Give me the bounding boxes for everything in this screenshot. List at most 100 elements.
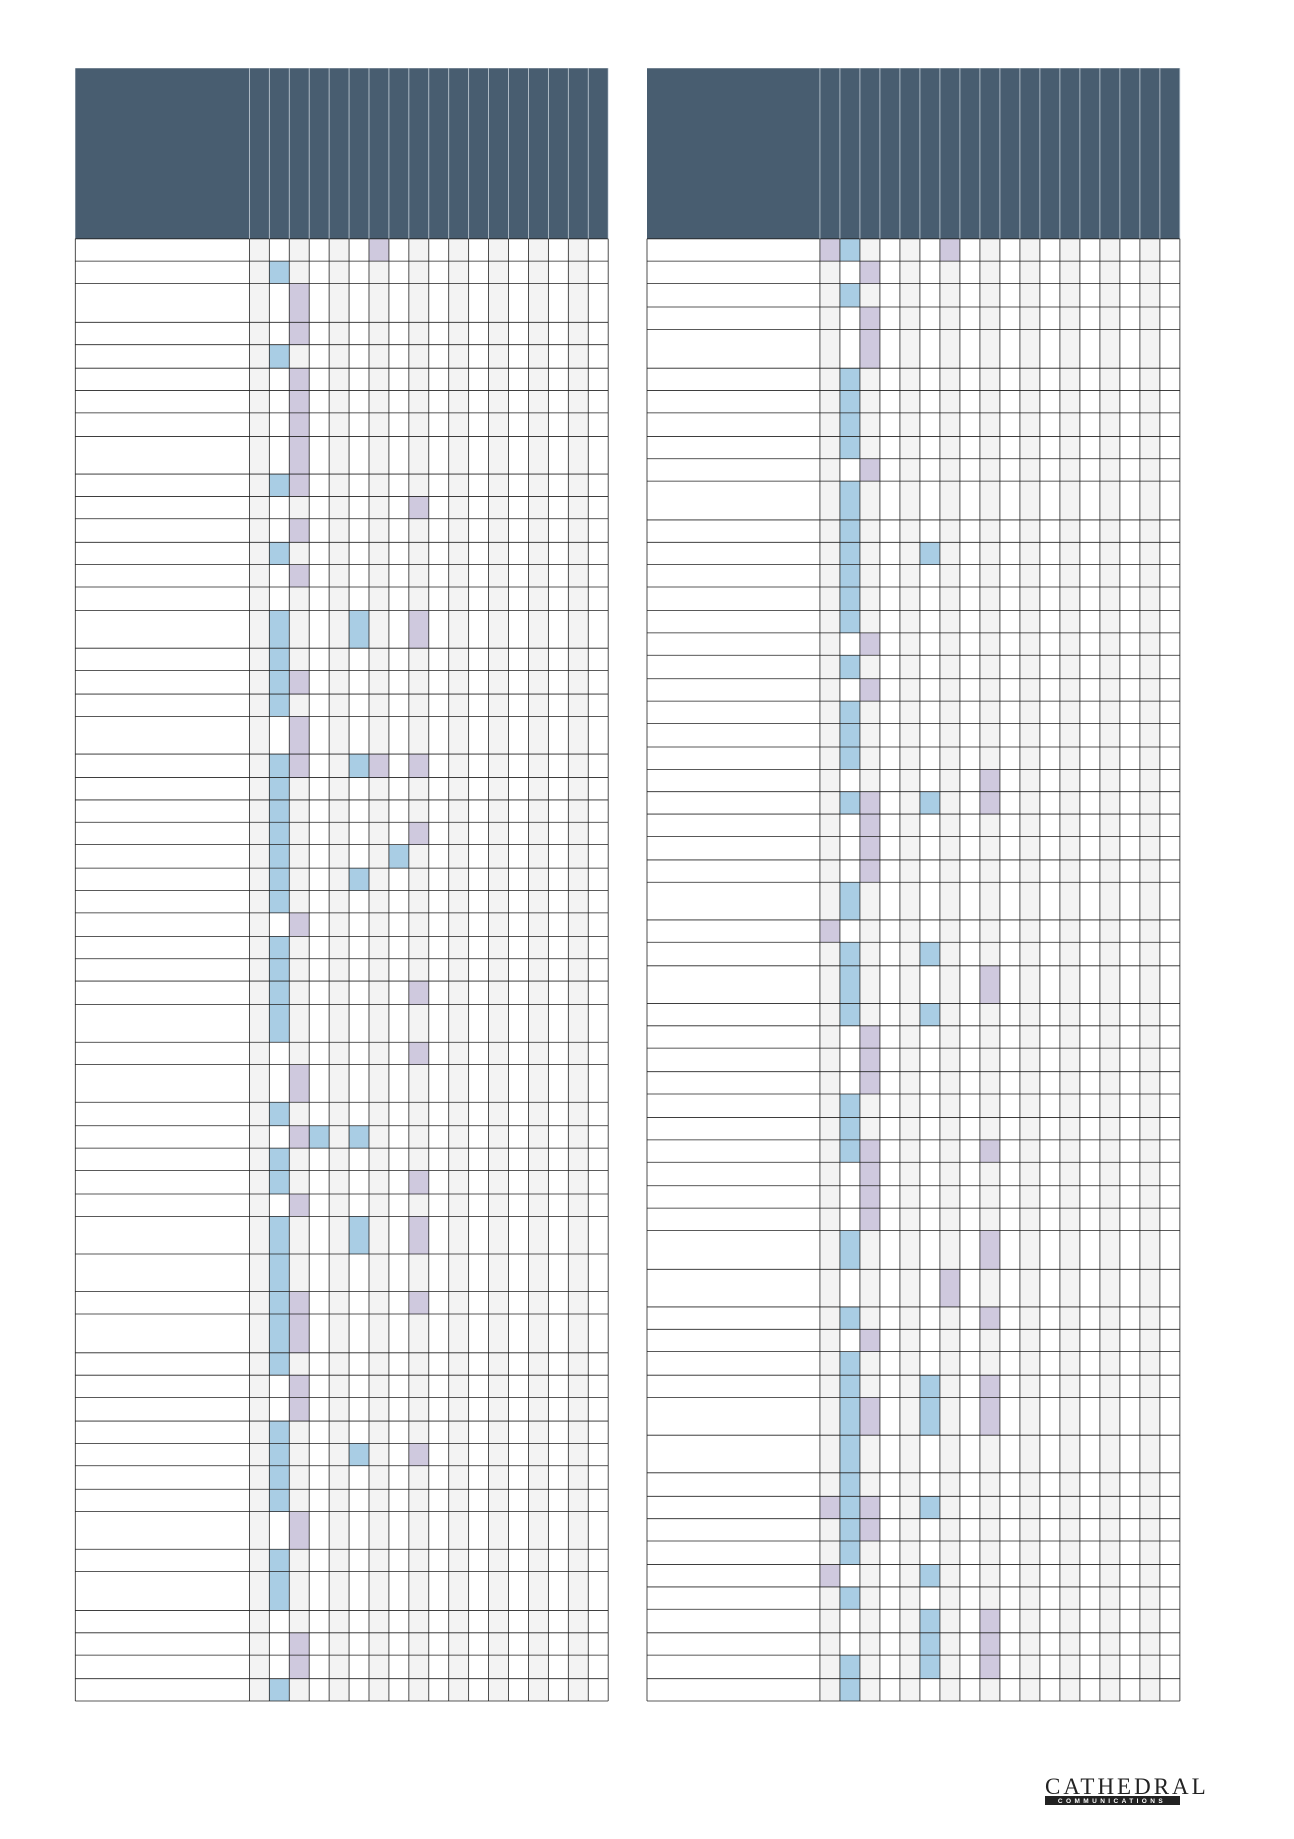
column-shade — [1139, 238, 1160, 1702]
cell-blue — [919, 1564, 940, 1587]
cell-blue — [269, 1571, 290, 1611]
cell-blue — [269, 1148, 290, 1171]
cell-purple — [368, 754, 389, 778]
cell-blue — [919, 1375, 940, 1398]
cell-purple — [859, 632, 880, 656]
cell-purple — [289, 368, 310, 391]
logo-name: CATHEDRAL — [1045, 1774, 1209, 1799]
cell-blue — [839, 1472, 860, 1497]
cell-purple — [819, 238, 840, 262]
cell-blue — [269, 1489, 290, 1512]
cell-purple — [408, 981, 429, 1005]
cell-blue — [269, 1102, 290, 1126]
cell-blue — [349, 754, 369, 778]
cell-purple — [408, 1443, 429, 1466]
cell-purple — [859, 1397, 880, 1436]
cell-purple — [859, 859, 880, 883]
cell-blue — [269, 1170, 290, 1195]
cell-purple — [859, 458, 880, 482]
cell-blue — [839, 1655, 860, 1679]
cell-purple — [408, 1170, 429, 1195]
cell-purple — [289, 474, 310, 497]
cell-purple — [289, 518, 310, 543]
cell-blue — [839, 587, 860, 611]
cell-purple — [979, 1230, 1000, 1270]
cell-blue — [349, 1216, 369, 1255]
cell-blue — [269, 261, 290, 284]
cell-blue — [839, 1117, 860, 1140]
cell-purple — [289, 1632, 310, 1656]
cell-blue — [839, 1375, 860, 1398]
cell-purple — [859, 678, 880, 702]
cell-blue — [839, 368, 860, 391]
cell-blue — [269, 981, 290, 1005]
cell-blue — [919, 1655, 940, 1679]
cell-blue — [839, 701, 860, 724]
cell-purple — [859, 791, 880, 815]
cell-blue — [839, 390, 860, 413]
cell-purple — [859, 1162, 880, 1186]
cell-blue — [919, 1496, 940, 1519]
cell-blue — [919, 542, 940, 565]
cell-blue — [269, 1421, 290, 1444]
cell-purple — [979, 791, 1000, 815]
cell-purple — [289, 1375, 310, 1398]
column-shade — [899, 238, 920, 1702]
column-shade — [448, 238, 469, 1702]
cell-purple — [859, 1185, 880, 1209]
cell-blue — [839, 746, 860, 770]
cell-purple — [859, 307, 880, 330]
cell-purple — [859, 1139, 880, 1163]
cell-blue — [269, 958, 290, 982]
cell-blue — [839, 1306, 860, 1330]
cell-blue — [269, 822, 290, 845]
cell-purple — [289, 390, 310, 413]
cell-blue — [269, 799, 290, 823]
cell-blue — [269, 936, 290, 959]
cell-purple — [859, 1518, 880, 1542]
cell-blue — [839, 1139, 860, 1163]
column-shade — [408, 238, 429, 1702]
cell-blue — [269, 542, 290, 565]
cell-purple — [289, 1511, 310, 1550]
column-shade — [368, 238, 389, 1702]
column-shade — [859, 238, 880, 1702]
cell-blue — [839, 882, 860, 920]
column-shade — [1099, 238, 1120, 1702]
cell-blue — [839, 655, 860, 679]
cell-purple — [979, 1375, 1000, 1398]
cell-blue — [839, 481, 860, 520]
cell-purple — [979, 769, 1000, 792]
cell-purple — [289, 1194, 310, 1217]
cell-blue — [839, 1586, 860, 1610]
cell-blue — [919, 1609, 940, 1633]
cell-blue — [269, 754, 290, 778]
cell-purple — [859, 1048, 880, 1072]
cell-purple — [408, 754, 429, 778]
cell-blue — [839, 1435, 860, 1473]
cell-blue — [269, 1465, 290, 1490]
cell-blue — [269, 1313, 290, 1353]
cell-purple — [289, 754, 310, 778]
cell-blue — [269, 1216, 290, 1255]
cell-purple — [408, 610, 429, 649]
column-shade — [568, 238, 589, 1702]
cell-blue — [269, 610, 290, 649]
cell-blue — [269, 1443, 290, 1466]
column-shade — [528, 238, 549, 1702]
cell-purple — [859, 1329, 880, 1352]
cell-purple — [939, 238, 960, 262]
cell-blue — [269, 1352, 290, 1376]
logo-band — [1045, 1796, 1180, 1805]
cell-purple — [289, 1064, 310, 1103]
tables — [74, 68, 1181, 1702]
cell-blue — [269, 648, 290, 671]
cell-blue — [839, 412, 860, 437]
cell-purple — [979, 965, 1000, 1004]
column-shade — [249, 238, 270, 1702]
logo-tagline: COMMUNICATIONS — [1058, 1798, 1166, 1805]
cell-blue — [839, 1230, 860, 1270]
cell-blue — [269, 1291, 290, 1314]
cell-purple — [979, 1306, 1000, 1330]
